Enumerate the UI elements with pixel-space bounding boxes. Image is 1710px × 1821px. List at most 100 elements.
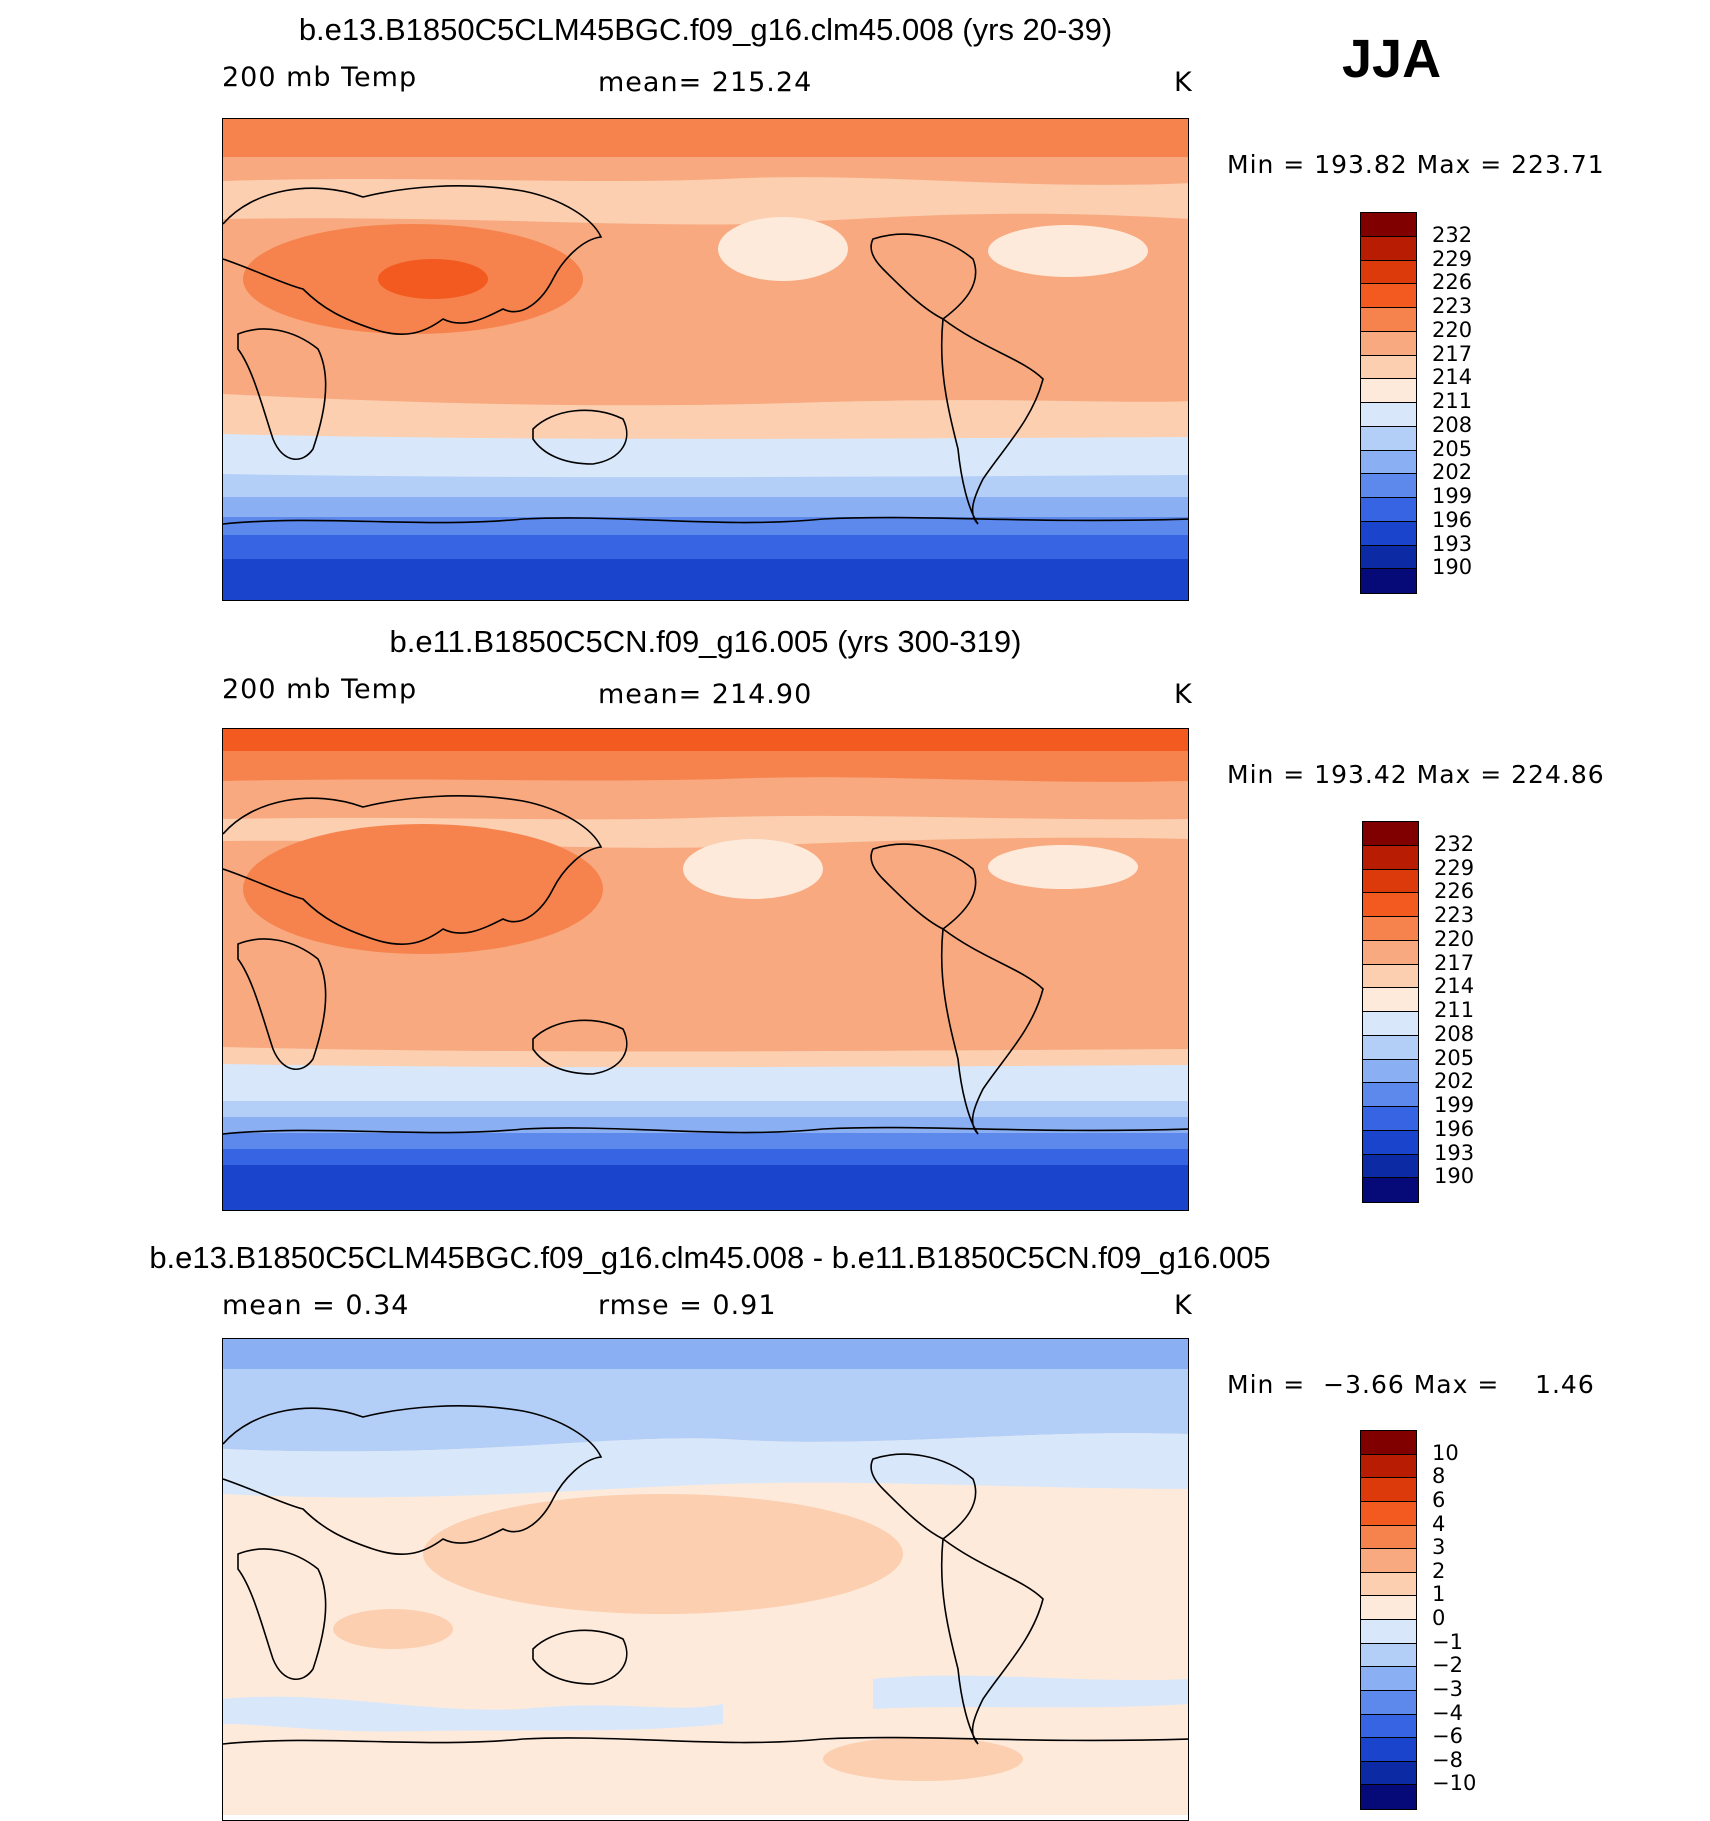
p3-band-north-1: [223, 1369, 1188, 1452]
p3-coastlines: [223, 1405, 1188, 1745]
p1-band-north-mid: [223, 157, 1188, 185]
colorbar-swatch: [1361, 1572, 1416, 1597]
colorbar-swatch: [1363, 1012, 1418, 1036]
colorbar-tick-label: 199: [1432, 484, 1473, 508]
panel3-units: K: [1174, 1290, 1193, 1321]
colorbar-tick-label: 8: [1432, 1464, 1446, 1489]
panel3-minmax: Min = −3.66 Max = 1.46: [1227, 1370, 1595, 1399]
colorbar-swatch: [1363, 1154, 1418, 1179]
colorbar-swatch: [1361, 355, 1416, 380]
panel3-colorbar: [1360, 1430, 1417, 1810]
colorbar-tick-label: 229: [1434, 855, 1475, 880]
colorbar-tick-label: 2: [1432, 1558, 1446, 1583]
colorbar-swatch: [1361, 1501, 1416, 1526]
colorbar-swatch: [1361, 1761, 1416, 1786]
colorbar-swatch: [1361, 1596, 1416, 1620]
colorbar-tick-label: 223: [1432, 294, 1473, 318]
colorbar-swatch: [1363, 1035, 1418, 1060]
colorbar-swatch: [1361, 308, 1416, 332]
colorbar-tick-label: 199: [1434, 1093, 1475, 1117]
panel1-colorbar-labels: 232 229 226 223 220 217 214 211 208 205 202 199 196 1…: [1432, 212, 1512, 594]
colorbar-swatch: [1361, 521, 1416, 546]
colorbar-swatch: [1361, 236, 1416, 261]
colorbar-tick-label: 229: [1432, 246, 1473, 271]
panel3-map: [222, 1338, 1189, 1821]
p3-warm-spot-pacific: [423, 1494, 903, 1614]
p2-coastlines: [223, 795, 1188, 1135]
panel1-colorbar: [1360, 212, 1417, 594]
colorbar-tick-label: 211: [1432, 389, 1473, 413]
colorbar-swatch: [1363, 1059, 1418, 1084]
panel3-mean-label: mean = 0.34: [222, 1290, 410, 1321]
colorbar-swatch: [1361, 1525, 1416, 1550]
colorbar-tick-label: 196: [1432, 507, 1473, 532]
colorbar-swatch: [1361, 1454, 1416, 1479]
p2-cold-spot-atlantic: [988, 845, 1138, 889]
colorbar-tick-label: 223: [1434, 903, 1475, 927]
colorbar-swatch: [1363, 845, 1418, 870]
colorbar-swatch: [1361, 426, 1416, 451]
p2-band-south-7: [223, 1165, 1188, 1210]
season-label: JJA: [1342, 29, 1442, 89]
panel3-rmse-label: rmse = 0.91: [598, 1290, 777, 1321]
colorbar-tick-label: −1: [1432, 1629, 1463, 1654]
colorbar-swatch: [1361, 1714, 1416, 1739]
p3-band-north-pole: [223, 1339, 1188, 1369]
p1-tibet-core: [378, 259, 488, 299]
colorbar-tick-label: 208: [1432, 412, 1473, 437]
panel1-map: [222, 118, 1189, 601]
p1-band-north-cool: [223, 177, 1188, 225]
colorbar-swatch: [1361, 450, 1416, 475]
colorbar-swatch: [1361, 545, 1416, 570]
colorbar-tick-label: 190: [1432, 555, 1473, 580]
colorbar-tick-label: 193: [1432, 531, 1473, 556]
colorbar-swatch: [1363, 1178, 1418, 1202]
p2-tibet-warm: [243, 824, 603, 954]
panel3-colorbar-labels: 10 8 6 4 3 2 1 0 −1 −2 −3 −4 −6 −8 −10: [1432, 1430, 1512, 1810]
colorbar-swatch: [1361, 284, 1416, 308]
colorbar-tick-label: 217: [1432, 341, 1473, 366]
colorbar-swatch: [1363, 940, 1418, 965]
colorbar-swatch: [1361, 1667, 1416, 1691]
panel2-minmax: Min = 193.42 Max = 224.86: [1227, 760, 1605, 789]
colorbar-swatch: [1361, 1620, 1416, 1644]
colorbar-tick-label: 220: [1434, 926, 1475, 951]
panel3-title: b.e13.B1850C5CLM45BGC.f09_g16.clm45.008 …: [149, 1240, 1271, 1275]
colorbar-tick-label: 202: [1432, 460, 1473, 485]
p3-band-north-2: [223, 1433, 1188, 1498]
colorbar-swatch: [1363, 893, 1418, 917]
p1-coastlines: [223, 185, 1188, 525]
p3-band-south-cool-2: [873, 1675, 1188, 1709]
colorbar-swatch: [1361, 403, 1416, 427]
colorbar-tick-label: 3: [1432, 1535, 1446, 1560]
colorbar-tick-label: 220: [1432, 317, 1473, 342]
colorbar-swatch: [1363, 917, 1418, 941]
colorbar-tick-label: 211: [1434, 998, 1475, 1022]
p1-band-north-pole: [223, 119, 1188, 157]
colorbar-tick-label: 217: [1434, 950, 1475, 975]
colorbar-swatch: [1361, 331, 1416, 356]
colorbar-swatch: [1361, 1643, 1416, 1668]
colorbar-swatch: [1361, 1478, 1416, 1502]
colorbar-swatch: [1361, 213, 1416, 237]
colorbar-swatch: [1361, 474, 1416, 498]
p1-cold-spot-atlantic: [988, 225, 1148, 277]
colorbar-tick-label: 226: [1434, 879, 1475, 904]
colorbar-swatch: [1363, 1083, 1418, 1107]
colorbar-tick-label: 226: [1432, 270, 1473, 295]
p3-band-south-cool: [223, 1696, 723, 1732]
colorbar-tick-label: 6: [1432, 1487, 1446, 1512]
colorbar-swatch: [1361, 260, 1416, 285]
colorbar-tick-label: 0: [1432, 1606, 1446, 1630]
colorbar-tick-label: 205: [1432, 436, 1473, 461]
p2-band-north-1: [223, 751, 1188, 782]
colorbar-tick-label: 208: [1434, 1021, 1475, 1046]
colorbar-swatch: [1361, 379, 1416, 403]
colorbar-swatch: [1361, 498, 1416, 522]
panel2-colorbar-labels: 232 229 226 223 220 217 214 211 208 205 202 199 196 1…: [1434, 821, 1514, 1203]
panel2-mean-label: mean= 214.90: [598, 679, 813, 710]
colorbar-swatch: [1363, 822, 1418, 846]
panel2-variable-label: 200 mb Temp: [222, 674, 418, 705]
colorbar-swatch: [1363, 988, 1418, 1012]
colorbar-tick-label: 10: [1432, 1440, 1459, 1465]
